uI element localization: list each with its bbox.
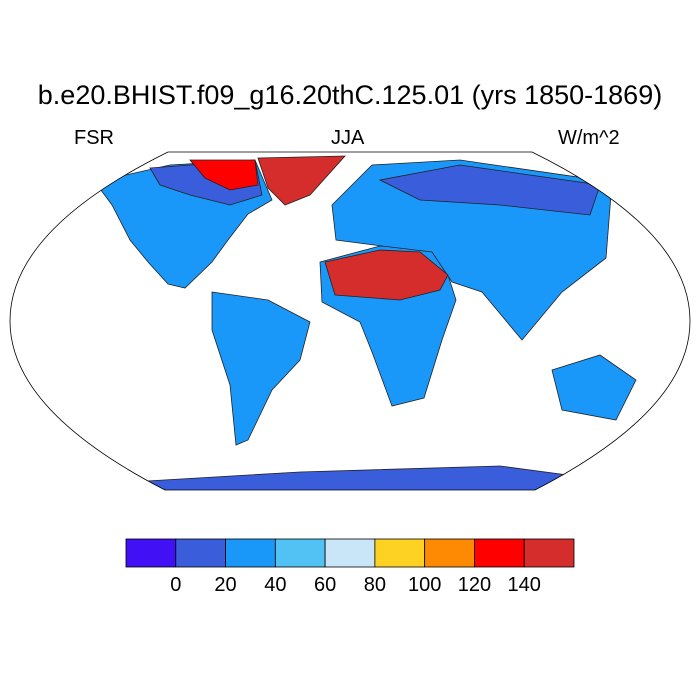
greenland xyxy=(257,155,346,206)
colorbar-tick-label: 60 xyxy=(313,574,337,596)
antarctica xyxy=(119,465,601,490)
colorbar-tick-label: 120 xyxy=(457,574,492,596)
colorbar-box xyxy=(474,538,525,568)
colorbar-box xyxy=(424,538,475,568)
colorbar-box xyxy=(175,538,226,568)
sahara-arabia xyxy=(324,249,449,301)
colorbar xyxy=(125,538,575,568)
colorbar-tick-label: 140 xyxy=(507,574,541,596)
units-label: W/m^2 xyxy=(558,127,620,149)
colorbar-box xyxy=(523,538,575,568)
colorbar-tick-label: 100 xyxy=(407,574,442,596)
plot-title: b.e20.BHIST.f09_g16.20thC.125.01 (yrs 18… xyxy=(37,80,663,110)
colorbar-box xyxy=(324,538,376,568)
colorbar-tick-label: 20 xyxy=(214,574,237,596)
canada-red xyxy=(189,159,259,191)
season-label: JJA xyxy=(331,127,365,149)
colorbar-box xyxy=(274,538,326,568)
colorbar-box xyxy=(225,538,276,568)
colorbar-box xyxy=(374,538,426,568)
colorbar-tick-label: 40 xyxy=(264,574,287,596)
south-america xyxy=(211,291,311,446)
colorbar-box xyxy=(125,538,177,568)
map-border xyxy=(9,151,691,491)
colorbar-tick-label: 0 xyxy=(170,574,182,596)
colorbar-tick-label: 80 xyxy=(363,574,386,596)
variable-label: FSR xyxy=(74,127,114,149)
siberia xyxy=(378,164,601,216)
australia xyxy=(551,354,637,421)
